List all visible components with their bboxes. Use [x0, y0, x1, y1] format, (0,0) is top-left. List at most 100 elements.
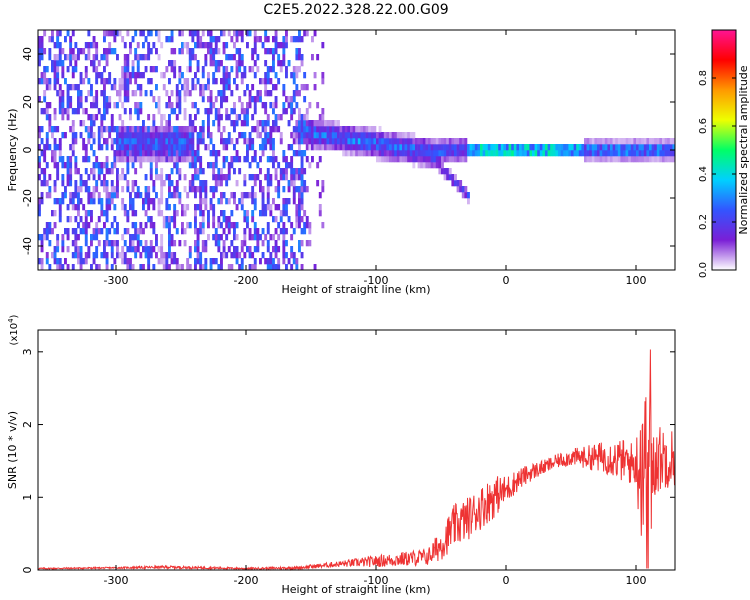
- spectrogram-cell: [152, 222, 156, 229]
- spectrogram-cell: [230, 120, 234, 127]
- spectrogram-cell: [300, 180, 304, 187]
- spectrogram-cell: [95, 72, 99, 79]
- spectrogram-cell: [66, 114, 70, 121]
- spectrogram-cell: [92, 168, 96, 175]
- spectrogram-cell: [69, 54, 73, 61]
- spectrogram-cell: [459, 156, 463, 163]
- spectrogram-cell: [612, 144, 616, 151]
- spectrogram-cell: [355, 150, 359, 157]
- spectrogram-cell: [456, 144, 460, 151]
- spectrogram-cell: [422, 162, 426, 169]
- spectrogram-cell: [277, 162, 281, 169]
- spectrogram-cell: [217, 180, 221, 187]
- spectrogram-cell: [199, 84, 203, 91]
- spectrogram-cell: [183, 144, 187, 151]
- spectrogram-cell: [287, 162, 291, 169]
- spectrogram-cell: [134, 138, 138, 145]
- spectrogram-cell: [162, 216, 166, 223]
- spectrogram-cell: [519, 150, 522, 157]
- spectrogram-cell: [334, 120, 338, 127]
- spectrogram-cell: [147, 150, 151, 157]
- spectrogram-cell: [126, 144, 130, 151]
- spectrogram-cell: [168, 96, 171, 103]
- spectrogram-cell: [131, 132, 135, 139]
- spectrogram-cell: [40, 72, 44, 79]
- spectrogram-cell: [251, 48, 255, 55]
- spectrogram-cell: [175, 96, 179, 103]
- spectrogram-cell: [155, 30, 158, 37]
- spectrogram-cell: [87, 78, 91, 85]
- spectrogram-cell: [227, 54, 231, 61]
- spectrogram-cell: [53, 78, 57, 85]
- spectrogram-cell: [181, 72, 184, 79]
- spectrogram-cell: [84, 96, 88, 103]
- spectrogram-cell: [331, 132, 335, 139]
- spectrogram-cell: [235, 204, 239, 211]
- spectrogram-cell: [251, 216, 255, 223]
- spectrogram-cell: [87, 174, 91, 181]
- spectrogram-cell: [212, 192, 216, 199]
- spectrogram-cell: [643, 138, 647, 145]
- spectrogram-cell: [503, 150, 507, 157]
- spectrogram-cell: [71, 240, 75, 247]
- spectrogram-cell: [357, 138, 361, 145]
- spectrogram-cell: [329, 138, 333, 145]
- spectrogram-cell: [321, 126, 325, 133]
- spectrogram-cell: [129, 150, 132, 157]
- spectrogram-cell: [394, 132, 398, 139]
- spectrogram-cell: [129, 198, 132, 205]
- spectrogram-cell: [103, 36, 106, 43]
- spectrogram-cell: [123, 78, 127, 85]
- spectrogram-cell: [69, 192, 73, 199]
- spectrogram-cell: [664, 156, 668, 163]
- spectrogram-cell: [149, 198, 153, 205]
- spectrogram-cell: [100, 210, 104, 217]
- spectrogram-cell: [617, 138, 621, 145]
- spectrogram-cell: [230, 138, 234, 145]
- spectrogram-cell: [303, 72, 307, 79]
- spectrogram-cell: [142, 72, 145, 79]
- spectrogram-cell: [295, 102, 299, 109]
- spectrogram-cell: [220, 168, 223, 175]
- spectrogram-cell: [461, 138, 465, 145]
- spectrogram-cell: [573, 150, 577, 157]
- spectrogram-cell: [56, 54, 60, 61]
- spectrogram-cell: [222, 42, 226, 49]
- spectrogram-cell: [105, 264, 109, 271]
- spectrogram-cell: [196, 240, 200, 247]
- spectrogram-cell: [641, 150, 645, 157]
- spectrogram-cell: [248, 234, 252, 241]
- spectrogram-cell: [136, 132, 140, 139]
- spectrogram-cell: [253, 156, 257, 163]
- spectrogram-cell: [48, 120, 52, 127]
- spectrogram-cell: [56, 72, 60, 79]
- spectrogram-cell: [311, 126, 314, 133]
- spectrogram-cell: [365, 138, 369, 145]
- spectrogram-cell: [69, 168, 73, 175]
- spectrogram-cell: [217, 114, 221, 121]
- spectrogram-cell: [524, 150, 528, 157]
- spectrogram-cell: [170, 150, 174, 157]
- spectrogram-cell: [126, 60, 130, 67]
- spectrogram-cell: [212, 78, 216, 85]
- spectrogram-cell: [74, 138, 78, 145]
- spectrogram-cell: [246, 84, 249, 91]
- spectrogram-cell: [131, 222, 135, 229]
- spectrogram-cell: [256, 240, 260, 247]
- spectrogram-cell: [292, 90, 296, 97]
- spectrogram-cell: [131, 210, 135, 217]
- spectrogram-cell: [144, 150, 148, 157]
- spectrogram-cell: [396, 156, 400, 163]
- spectrogram-cell: [227, 162, 231, 169]
- spectrogram-cell: [295, 48, 299, 55]
- spectrogram-cell: [415, 156, 418, 163]
- spectrogram-cell: [389, 156, 392, 163]
- spectrogram-cell: [149, 30, 153, 37]
- spectrogram-cell: [610, 156, 613, 163]
- spectrogram-cell: [40, 258, 44, 265]
- spectrogram-cell: [415, 150, 418, 157]
- spectrogram-cell: [243, 228, 247, 235]
- spectrogram-cell: [667, 138, 671, 145]
- spectrogram-cell: [178, 72, 182, 79]
- spectrogram-cell: [194, 222, 197, 229]
